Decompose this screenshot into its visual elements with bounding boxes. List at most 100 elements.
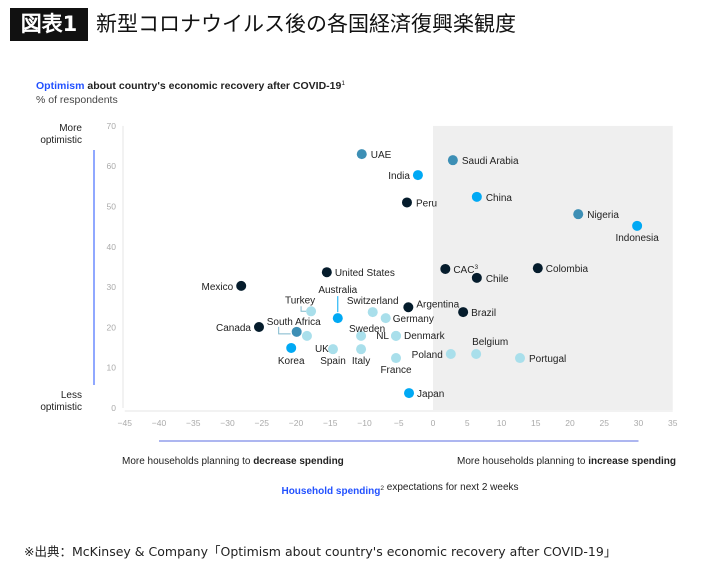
data-label-brazil: Brazil bbox=[471, 308, 496, 319]
data-label-japan: Japan bbox=[417, 389, 444, 400]
data-label-canada: Canada bbox=[216, 323, 251, 334]
data-point-portugal bbox=[514, 353, 525, 364]
data-point-uae bbox=[356, 149, 367, 160]
y-top-label: More bbox=[59, 123, 82, 134]
x-tick-label: 20 bbox=[565, 418, 575, 428]
data-label-turkey: Turkey bbox=[285, 295, 315, 306]
data-point-germany bbox=[380, 313, 391, 324]
y-tick-label: 60 bbox=[107, 161, 117, 171]
data-label-poland: Poland bbox=[412, 350, 443, 361]
y-top-label: optimistic bbox=[40, 135, 82, 146]
data-label-mexico: Mexico bbox=[202, 282, 234, 293]
chart-title: Optimism about country's economic recove… bbox=[36, 80, 345, 92]
data-label-uk: UK bbox=[315, 344, 329, 355]
data-label-uae: UAE bbox=[371, 150, 392, 161]
data-label-denmark: Denmark bbox=[404, 331, 446, 342]
data-label-australia: Australia bbox=[318, 285, 357, 296]
x-left-label: More households planning to decrease spe… bbox=[122, 456, 344, 467]
x-tick-label: −25 bbox=[255, 418, 270, 428]
y-tick-label: 20 bbox=[107, 322, 117, 332]
data-label-cac: CAC3 bbox=[453, 264, 478, 276]
data-label-switzerland: Switzerland bbox=[347, 296, 399, 307]
data-point-brazil bbox=[458, 307, 469, 318]
x-tick-label: −45 bbox=[118, 418, 133, 428]
data-point-cac bbox=[440, 263, 451, 274]
data-point-australia bbox=[332, 313, 343, 324]
y-bottom-label: optimistic bbox=[40, 402, 82, 413]
data-label-germany: Germany bbox=[393, 314, 434, 325]
leader-line bbox=[278, 326, 291, 335]
data-label-spain: Spain bbox=[320, 356, 346, 367]
data-label-italy: Italy bbox=[352, 356, 370, 367]
data-point-japan bbox=[404, 388, 415, 399]
y-tick-label: 50 bbox=[107, 202, 117, 212]
data-point-switzerland bbox=[367, 307, 378, 318]
data-label-korea: Korea bbox=[278, 356, 305, 367]
data-point-colombia bbox=[532, 263, 543, 274]
x-tick-label: −15 bbox=[323, 418, 338, 428]
data-point-argentina bbox=[403, 302, 414, 313]
data-point-mexico bbox=[236, 280, 247, 291]
data-label-portugal: Portugal bbox=[529, 354, 566, 365]
y-tick-label: 70 bbox=[107, 121, 117, 131]
data-point-south-africa bbox=[291, 326, 302, 337]
data-point-italy bbox=[356, 344, 367, 355]
x-tick-label: −40 bbox=[152, 418, 167, 428]
data-label-france: France bbox=[380, 365, 412, 376]
data-label-saudi-arabia: Saudi Arabia bbox=[462, 156, 519, 167]
data-point-poland bbox=[445, 348, 456, 359]
data-label-argentina: Argentina bbox=[416, 299, 459, 310]
data-point-united-states bbox=[321, 267, 332, 278]
y-bottom-label: Less bbox=[61, 390, 82, 401]
source-note: ※出典：McKinsey & Company「Optimism about co… bbox=[24, 544, 617, 559]
data-point-korea bbox=[286, 342, 297, 353]
data-point-belgium bbox=[471, 348, 482, 359]
leader-line bbox=[300, 306, 307, 312]
data-label-indonesia: Indonesia bbox=[615, 233, 659, 244]
x-tick-label: −30 bbox=[220, 418, 235, 428]
data-point-turkey bbox=[306, 306, 317, 317]
data-label-india: India bbox=[388, 171, 410, 182]
data-point-peru bbox=[401, 197, 412, 208]
data-point-india bbox=[412, 170, 423, 181]
data-label-nigeria: Nigeria bbox=[587, 210, 619, 221]
data-point-indonesia bbox=[632, 220, 643, 231]
x-axis-title: Household spending2 expectations for nex… bbox=[281, 482, 518, 497]
x-tick-label: −10 bbox=[357, 418, 372, 428]
data-label-nl: NL bbox=[376, 331, 389, 342]
figure-title: 新型コロナウイルス後の各国経済復興楽観度 bbox=[96, 12, 516, 36]
data-point-saudi-arabia bbox=[447, 155, 458, 166]
data-point-france bbox=[391, 353, 402, 364]
x-tick-label: −20 bbox=[289, 418, 304, 428]
x-tick-label: 5 bbox=[465, 418, 470, 428]
data-label-china: China bbox=[486, 193, 513, 204]
x-tick-label: 25 bbox=[600, 418, 610, 428]
y-tick-label: 40 bbox=[107, 242, 117, 252]
data-point-uk bbox=[301, 330, 312, 341]
x-tick-label: 35 bbox=[668, 418, 678, 428]
data-point-denmark bbox=[391, 330, 402, 341]
y-tick-label: 10 bbox=[107, 363, 117, 373]
shaded-region bbox=[433, 125, 673, 411]
data-point-chile bbox=[471, 272, 482, 283]
x-tick-label: 0 bbox=[431, 418, 436, 428]
figure-badge: 図表1 bbox=[10, 8, 88, 41]
data-label-chile: Chile bbox=[486, 274, 509, 285]
data-label-sweden: Sweden bbox=[349, 324, 385, 335]
data-label-south-africa: South Africa bbox=[267, 317, 321, 328]
x-tick-label: −35 bbox=[186, 418, 201, 428]
x-tick-label: 10 bbox=[497, 418, 507, 428]
data-point-spain bbox=[327, 344, 338, 355]
data-point-nigeria bbox=[573, 209, 584, 220]
x-right-label: More households planning to increase spe… bbox=[457, 456, 676, 467]
chart-subtitle: % of respondents bbox=[36, 94, 118, 106]
y-tick-label: 30 bbox=[107, 282, 117, 292]
data-point-canada bbox=[254, 321, 265, 332]
x-tick-label: −5 bbox=[394, 418, 404, 428]
x-tick-label: 30 bbox=[634, 418, 644, 428]
data-label-peru: Peru bbox=[416, 198, 437, 209]
data-point-china bbox=[471, 191, 482, 202]
x-tick-label: 15 bbox=[531, 418, 541, 428]
